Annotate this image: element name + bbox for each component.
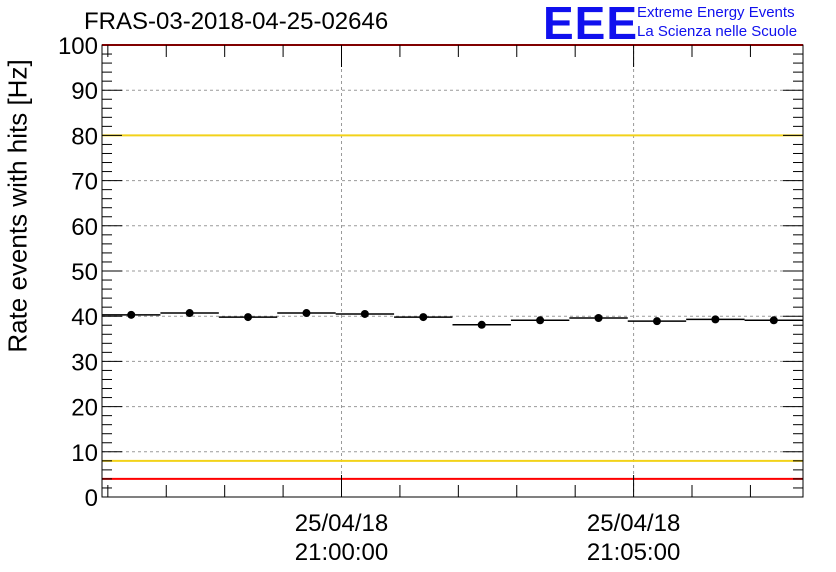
threshold-lines xyxy=(102,44,803,480)
grid-lines xyxy=(102,45,803,497)
y-tick-label: 50 xyxy=(71,259,98,286)
x-tick-label-date: 25/04/18 xyxy=(587,510,680,537)
y-tick-label: 60 xyxy=(71,214,98,241)
data-point xyxy=(244,313,253,322)
eee-logo: EEE Extreme Energy Events La Scienza nel… xyxy=(543,0,797,49)
data-point xyxy=(769,316,778,325)
axis-ticks xyxy=(102,44,803,498)
logo-mark: EEE xyxy=(543,0,639,49)
x-tick-label-time: 21:05:00 xyxy=(587,539,680,566)
y-tick-label: 80 xyxy=(71,123,98,150)
y-tick-label: 100 xyxy=(58,33,98,60)
data-point xyxy=(185,309,194,318)
data-point xyxy=(127,310,136,319)
data-point xyxy=(652,317,661,326)
data-point xyxy=(419,313,428,322)
logo-caption: Extreme Energy Events La Scienza nelle S… xyxy=(637,3,797,41)
y-tick-label: 0 xyxy=(85,485,98,512)
y-tick-label: 30 xyxy=(71,349,98,376)
data-point xyxy=(302,309,311,318)
data-point xyxy=(711,315,720,324)
y-axis-label: Rate events with hits [Hz] xyxy=(2,59,33,353)
y-tick-label: 70 xyxy=(71,169,98,196)
y-tick-label: 10 xyxy=(71,440,98,467)
axis-labels: 010203040506070809010025/04/1821:00:0025… xyxy=(58,33,680,566)
data-series xyxy=(102,309,803,329)
y-tick-label: 40 xyxy=(71,304,98,331)
data-point xyxy=(536,316,545,325)
data-point xyxy=(360,309,369,318)
y-tick-label: 90 xyxy=(71,78,98,105)
x-tick-label-time: 21:00:00 xyxy=(295,539,388,566)
y-tick-label: 20 xyxy=(71,395,98,422)
logo-line-1: Extreme Energy Events xyxy=(637,4,795,21)
data-point xyxy=(477,320,486,329)
chart-title: FRAS-03-2018-04-25-02646 xyxy=(84,8,389,35)
data-point xyxy=(594,314,603,323)
logo-line-2: La Scienza nelle Scuole xyxy=(637,23,798,40)
x-tick-label-date: 25/04/18 xyxy=(295,510,388,537)
